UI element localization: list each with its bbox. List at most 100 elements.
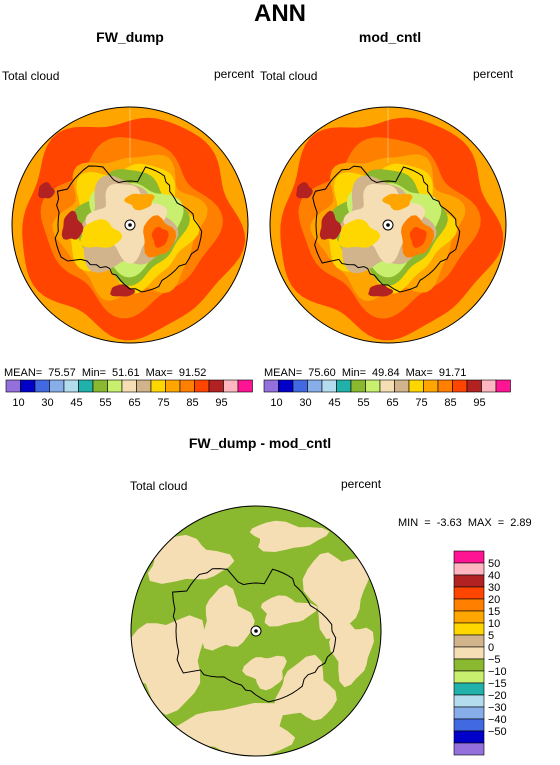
colorbar-swatch	[437, 379, 453, 393]
polar-map-fw-dump	[11, 106, 249, 344]
colorbar-tick-label: 55	[357, 397, 369, 409]
colorbar-swatch	[278, 379, 294, 393]
coastline	[54, 165, 203, 293]
colorbar-swatch	[453, 550, 485, 564]
colorbar-tick-label: 85	[186, 397, 198, 409]
colorbar-tick-label: 65	[128, 397, 140, 409]
colorbar-swatch	[379, 379, 395, 393]
panel-title: FW_dump	[96, 29, 164, 45]
colorbar-tick-label: 95	[473, 397, 485, 409]
colorbar-swatch	[34, 379, 50, 393]
contour-band	[242, 655, 287, 691]
panel-stats: MEAN= 75.57 Min= 51.61 Max= 91.52	[4, 367, 207, 379]
colorbar-tick-label: 30	[488, 582, 500, 594]
contour-band	[147, 534, 235, 584]
colorbar: 10 30 45 55 65 75 85 95	[263, 379, 511, 409]
pole-marker-dot	[254, 629, 258, 633]
colorbar-swatch	[208, 379, 224, 393]
colorbar-swatch	[453, 742, 485, 756]
polar-map-difference	[130, 505, 382, 757]
colorbar-tick-label: 10	[270, 397, 282, 409]
colorbar-tick-label: 40	[488, 570, 500, 582]
colorbar-swatch	[466, 379, 482, 393]
colorbar: 10 30 45 55 65 75 85 95	[5, 379, 253, 409]
contour-field	[131, 506, 381, 756]
colorbar-tick-label: −30	[488, 702, 507, 714]
colorbar-swatch	[49, 379, 65, 393]
colorbar-swatch	[453, 670, 485, 684]
colorbar-swatch	[121, 379, 137, 393]
colorbar-swatch	[78, 379, 94, 393]
colorbar-swatch	[453, 658, 485, 672]
colorbar-tick-label: 95	[215, 397, 227, 409]
pole-marker-dot	[386, 223, 390, 227]
colorbar-swatch	[365, 379, 381, 393]
panel-variable-label: Total cloud	[260, 69, 318, 83]
contour-band	[80, 219, 123, 248]
colorbar-swatch	[150, 379, 166, 393]
colorbar-swatch	[350, 379, 366, 393]
colorbar-tick-label: 20	[488, 594, 500, 606]
colorbar-swatch	[453, 706, 485, 720]
contour-band	[61, 210, 84, 240]
colorbar-swatch	[20, 379, 36, 393]
colorbar-tick-label: 45	[70, 397, 82, 409]
colorbar-swatch	[5, 379, 21, 393]
colorbar-swatch	[165, 379, 181, 393]
colorbar-tick-label: −5	[488, 654, 501, 666]
colorbar-swatch	[307, 379, 323, 393]
colorbar-swatch	[495, 379, 511, 393]
contour-band	[296, 182, 313, 199]
colorbar-tick-label: 85	[444, 397, 456, 409]
colorbar-tick-label: 50	[488, 558, 500, 570]
map-boundary	[11, 106, 249, 344]
colorbar-swatch	[453, 586, 485, 600]
contour-band	[260, 595, 318, 627]
colorbar-swatch	[453, 634, 485, 648]
colorbar-swatch	[92, 379, 108, 393]
contour-band	[329, 620, 374, 688]
colorbar-tick-label: −20	[488, 690, 507, 702]
contour-band	[151, 226, 169, 248]
colorbar-swatch	[453, 682, 485, 696]
panel-variable-label: Total cloud	[2, 69, 60, 83]
colorbar-tick-label: 45	[328, 397, 340, 409]
colorbar-swatch	[423, 379, 439, 393]
contour-band	[38, 182, 55, 199]
map-boundary	[269, 106, 507, 344]
contour-band	[319, 210, 342, 240]
colorbar-swatch	[107, 379, 123, 393]
colorbar-swatch	[63, 379, 79, 393]
colorbar-swatch	[136, 379, 152, 393]
colorbar-swatch	[336, 379, 352, 393]
colorbar-tick-label: 10	[12, 397, 24, 409]
colorbar-swatch	[453, 718, 485, 732]
colorbar-swatch	[453, 622, 485, 636]
panel-units-label: percent	[214, 67, 255, 81]
colorbar-swatch	[453, 610, 485, 624]
panel-stats: MEAN= 75.60 Min= 49.84 Max= 91.71	[264, 367, 467, 379]
contour-band	[110, 284, 136, 297]
colorbar-swatch	[453, 598, 485, 612]
colorbar-tick-label: −10	[488, 666, 507, 678]
colorbar-swatch	[453, 730, 485, 744]
colorbar-tick-label: 30	[299, 397, 311, 409]
panel-title: FW_dump - mod_cntl	[188, 435, 332, 451]
contour-band	[124, 193, 155, 211]
colorbar-swatch	[263, 379, 279, 393]
colorbar-swatch	[453, 574, 485, 588]
panel-variable-label: Total cloud	[130, 479, 188, 493]
colorbar-swatch	[237, 379, 253, 393]
contour-band	[368, 284, 394, 297]
colorbar-swatch	[394, 379, 410, 393]
contour-band	[274, 654, 337, 721]
contour-band	[131, 615, 206, 715]
colorbar-tick-label: −15	[488, 678, 507, 690]
colorbar-tick-label: 10	[488, 618, 500, 630]
panel-title: mod_cntl	[358, 29, 422, 45]
colorbar-swatch	[481, 379, 497, 393]
coastline	[312, 165, 461, 293]
panel-units-label: percent	[473, 67, 514, 81]
figure-title: ANN	[254, 0, 306, 27]
